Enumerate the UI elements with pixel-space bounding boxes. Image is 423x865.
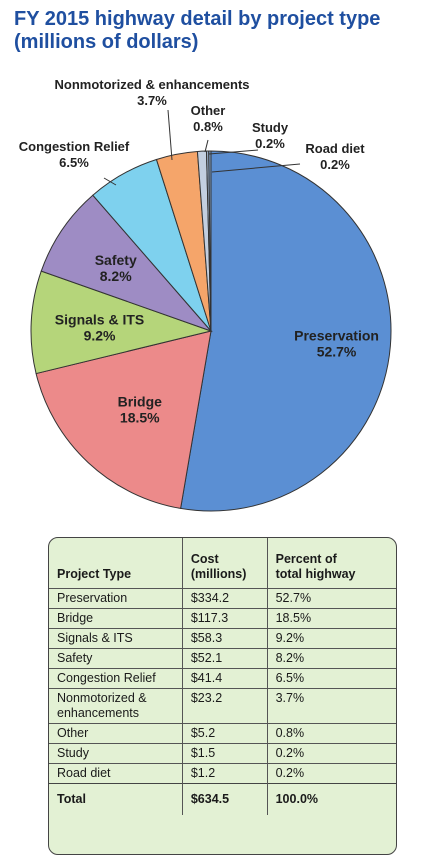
leader-line-road-diet — [211, 163, 301, 173]
table-row: Preservation $334.2 52.7% — [49, 588, 396, 609]
table-row: Nonmotorized & enhancements $23.2 3.7% — [49, 688, 396, 724]
table-header-row: Project Type Cost (millions) Percent of … — [49, 538, 396, 589]
cell-percent: 8.2% — [266, 648, 396, 669]
cell-percent: 52.7% — [266, 588, 396, 609]
table-row: Congestion Relief $41.4 6.5% — [49, 668, 396, 689]
header-project-type: Project Type — [57, 567, 132, 581]
cell-project-type: Safety — [49, 648, 183, 669]
cell-project-type: Road diet — [49, 763, 183, 784]
table-total-row: Total $634.5 100.0% — [49, 783, 396, 815]
pie-slice-safety — [40, 194, 213, 333]
pie-percent-preservation: 52.7% — [317, 344, 357, 360]
pie-slice-preservation — [180, 150, 392, 512]
pie-percent-study: 0.2% — [255, 136, 285, 151]
page-title: FY 2015 highway detail by project type (… — [14, 8, 414, 54]
pie-percent-nonmotorized-enhancements: 3.7% — [137, 93, 167, 108]
pie-label-safety: Safety — [95, 252, 137, 268]
header-percent: Percent of total highway — [266, 538, 396, 589]
pie-percent-safety: 8.2% — [100, 268, 132, 284]
data-table: Project Type Cost (millions) Percent of … — [48, 537, 397, 855]
table-row: Safety $52.1 8.2% — [49, 648, 396, 669]
cell-percent: 9.2% — [266, 628, 396, 649]
pie-label-preservation: Preservation — [294, 328, 379, 344]
pie-percent-road-diet: 0.2% — [320, 157, 350, 172]
cell-percent: 6.5% — [266, 668, 396, 689]
cell-percent: 0.2% — [266, 743, 396, 764]
pie-label-signals-its: Signals & ITS — [55, 311, 144, 327]
cell-project-type: Preservation — [49, 588, 183, 609]
cell-cost: $334.2 — [181, 588, 268, 609]
pie-slice-bridge — [35, 330, 212, 509]
title-line-2: (millions of dollars) — [14, 31, 199, 53]
cell-cost: $1.5 — [181, 743, 268, 764]
pie-percent-other: 0.8% — [193, 119, 223, 134]
cell-project-type: Study — [49, 743, 183, 764]
leader-lines — [103, 109, 301, 186]
total-label: Total — [49, 783, 183, 815]
cell-cost: $58.3 — [181, 628, 268, 649]
table-row: Study $1.5 0.2% — [49, 743, 396, 764]
table-row: Road diet $1.2 0.2% — [49, 763, 396, 784]
cell-project-type: Congestion Relief — [49, 668, 183, 689]
pie-label-nonmotorized-enhancements: Nonmotorized & enhancements — [54, 77, 249, 92]
cell-cost: $41.4 — [181, 668, 268, 689]
table-row: Other $5.2 0.8% — [49, 723, 396, 744]
table-row: Signals & ITS $58.3 9.2% — [49, 628, 396, 649]
cell-cost: $117.3 — [181, 608, 268, 629]
cell-cost: $52.1 — [181, 648, 268, 669]
total-percent: 100.0% — [266, 783, 396, 815]
cell-percent: 0.2% — [266, 763, 396, 784]
pie-slice-signals-its — [30, 270, 213, 375]
total-cost: $634.5 — [181, 783, 268, 815]
table-row: Bridge $117.3 18.5% — [49, 608, 396, 629]
pie-label-road-diet: Road diet — [305, 141, 365, 156]
cell-percent: 3.7% — [266, 688, 396, 724]
cell-project-type: Bridge — [49, 608, 183, 629]
cell-cost: $23.2 — [181, 688, 268, 724]
pie-label-bridge: Bridge — [118, 393, 163, 409]
pie-label-other: Other — [191, 103, 226, 118]
pie-slice-road-diet — [208, 150, 212, 332]
pie-percent-signals-its: 9.2% — [84, 327, 116, 343]
leader-line-congestion-relief — [103, 177, 117, 186]
cell-project-type: Other — [49, 723, 183, 744]
cell-project-type: Nonmotorized & enhancements — [49, 688, 183, 724]
pie-label-congestion-relief: Congestion Relief — [19, 139, 130, 154]
cell-percent: 18.5% — [266, 608, 396, 629]
pie-slices — [30, 150, 392, 512]
leader-line-other — [204, 139, 209, 153]
leader-line-nonmotorized-enhancements — [167, 109, 173, 161]
cell-cost: $5.2 — [181, 723, 268, 744]
pie-percent-congestion-relief: 6.5% — [59, 155, 89, 170]
leader-line-study — [208, 149, 259, 155]
title-line-1: FY 2015 highway detail by project type — [14, 8, 381, 30]
pie-label-study: Study — [252, 120, 289, 135]
cell-percent: 0.8% — [266, 723, 396, 744]
cell-cost: $1.2 — [181, 763, 268, 784]
header-cost: Cost (millions) — [181, 538, 268, 589]
pie-percent-bridge: 18.5% — [120, 409, 160, 425]
cell-project-type: Signals & ITS — [49, 628, 183, 649]
